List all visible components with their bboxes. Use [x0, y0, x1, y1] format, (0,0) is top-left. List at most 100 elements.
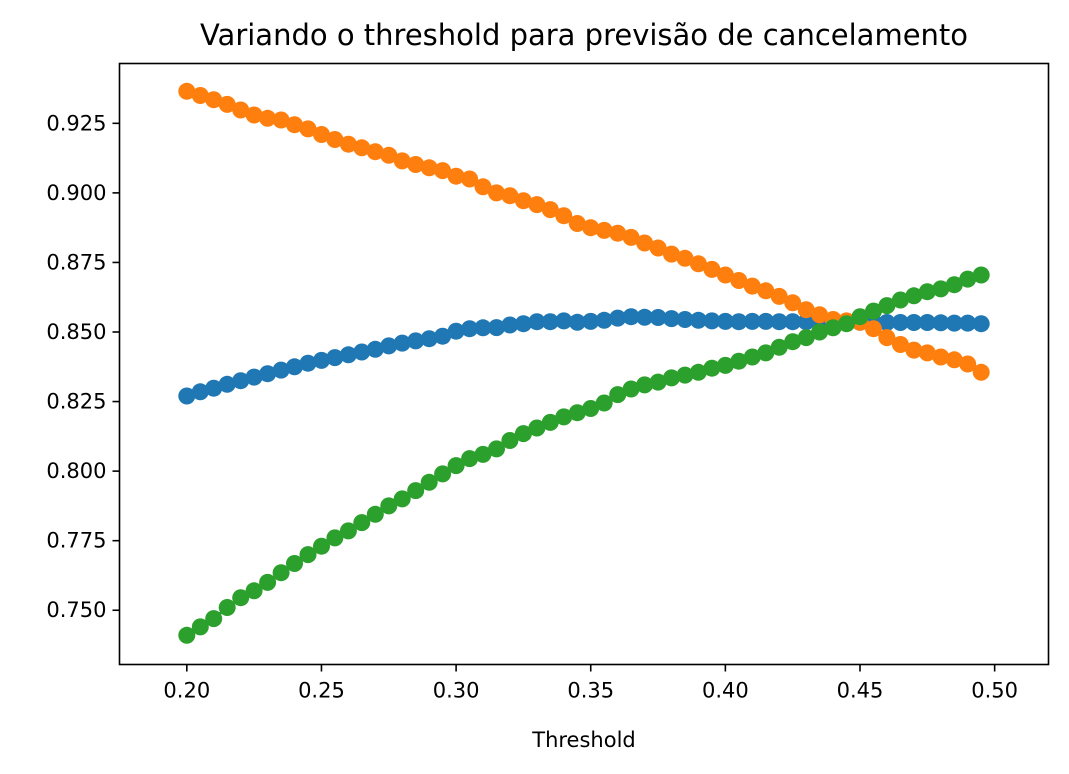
series-2-point: [824, 319, 842, 337]
x-tick-label: 0.30: [433, 679, 480, 703]
series-2-point: [474, 445, 492, 463]
series-2-point: [891, 291, 909, 309]
y-tick-label: 0.775: [46, 529, 106, 553]
series-1-point: [636, 234, 654, 252]
series-0-point: [380, 337, 398, 355]
series-0-point: [474, 319, 492, 337]
series-2-point: [299, 546, 317, 564]
x-tick-label: 0.45: [837, 679, 884, 703]
series-1-point: [972, 363, 990, 381]
series-1-point: [878, 329, 896, 347]
series-0-point: [878, 314, 896, 331]
x-axis-label: Threshold: [531, 728, 636, 752]
y-axis-ticks: 0.750 0.775 0.800 0.825 0.850 0.875 0.900 0.925: [46, 111, 120, 622]
series-0-point: [353, 343, 371, 361]
series-1-point: [353, 139, 371, 157]
series-0-point: [797, 313, 815, 331]
series-1-point: [797, 301, 815, 319]
series-2-point: [636, 376, 654, 394]
series-1-point: [514, 192, 532, 210]
series-1-point: [178, 82, 196, 100]
series-2-point: [959, 270, 977, 288]
series-2-point: [326, 529, 344, 547]
series-1-point: [407, 156, 425, 173]
series-1-point: [286, 116, 303, 134]
series-0-point: [259, 365, 277, 383]
series-2-point: [568, 404, 586, 422]
series-0-point: [918, 314, 936, 331]
series-1-point: [716, 266, 734, 284]
series-0-point: [972, 315, 990, 333]
x-tick-label: 0.50: [971, 679, 1018, 703]
series-2-point: [232, 589, 250, 607]
x-tick-label: 0.35: [567, 679, 614, 703]
series-2-point: [770, 338, 788, 356]
series-2-point: [676, 366, 694, 384]
series-1-point: [461, 170, 479, 188]
series-2-point: [541, 413, 559, 431]
series-2-point: [191, 618, 209, 636]
series-1-point: [959, 355, 977, 373]
series-0-point: [743, 312, 761, 330]
series-0-point: [595, 311, 613, 329]
series-0-point: [461, 320, 479, 338]
series-1-point: [676, 249, 694, 267]
series-0-point: [326, 349, 344, 367]
series-2-point: [595, 394, 613, 412]
series-1-point: [528, 196, 546, 214]
series-1-point: [945, 351, 963, 369]
series-0-point: [757, 312, 775, 330]
series-1-point: [757, 282, 775, 300]
series-layer: [178, 82, 990, 644]
series-2-point: [716, 356, 734, 374]
series-2: [178, 266, 990, 644]
series-2-point: [865, 302, 882, 320]
series-2-point: [407, 482, 425, 500]
series-1-point: [663, 245, 680, 263]
series-0-point: [703, 312, 721, 330]
series-0-point: [730, 313, 748, 331]
series-2-point: [218, 599, 236, 616]
series-0-point: [232, 372, 250, 390]
series-1-point: [582, 219, 600, 237]
series-0-point: [676, 311, 694, 328]
series-2-point: [393, 490, 411, 508]
series-2-point: [272, 564, 290, 582]
y-tick-label: 0.875: [46, 250, 106, 274]
series-0-point: [286, 358, 303, 376]
series-0-point: [272, 361, 290, 379]
series-1-point: [326, 131, 344, 148]
series-2-point: [488, 440, 505, 458]
series-1-point: [232, 101, 250, 119]
series-0-point: [905, 314, 923, 331]
series-0-point: [636, 308, 654, 326]
series-2-point: [703, 359, 721, 377]
series-0-point: [784, 313, 802, 331]
series-0-point: [541, 313, 559, 331]
series-0-point: [420, 330, 438, 348]
series-1-point: [501, 187, 519, 205]
series-2-point: [972, 266, 990, 284]
x-axis-ticks: 0.20 0.25 0.30 0.35 0.40 0.45 0.50: [163, 664, 1018, 703]
series-0-point: [716, 312, 734, 330]
series-1-point: [689, 255, 707, 273]
series-1-point: [272, 111, 290, 129]
series-1-point: [891, 336, 909, 353]
x-tick-label: 0.20: [163, 679, 210, 703]
series-1-point: [568, 215, 586, 232]
series-1-point: [932, 348, 950, 366]
series-2-point: [434, 465, 452, 483]
series-2-point: [905, 287, 923, 305]
series-1-point: [905, 341, 923, 359]
series-0-point: [205, 379, 223, 397]
series-0-point: [568, 313, 586, 331]
series-1-point: [918, 344, 936, 362]
series-2-point: [313, 537, 330, 555]
series-2-point: [380, 497, 398, 515]
series-1-point: [555, 207, 573, 225]
series-2-point: [622, 380, 640, 398]
series-1-point: [259, 109, 277, 127]
series-0-point: [514, 315, 532, 333]
chart-title: Variando o threshold para previsão de ca…: [200, 18, 968, 52]
series-1: [178, 82, 990, 381]
